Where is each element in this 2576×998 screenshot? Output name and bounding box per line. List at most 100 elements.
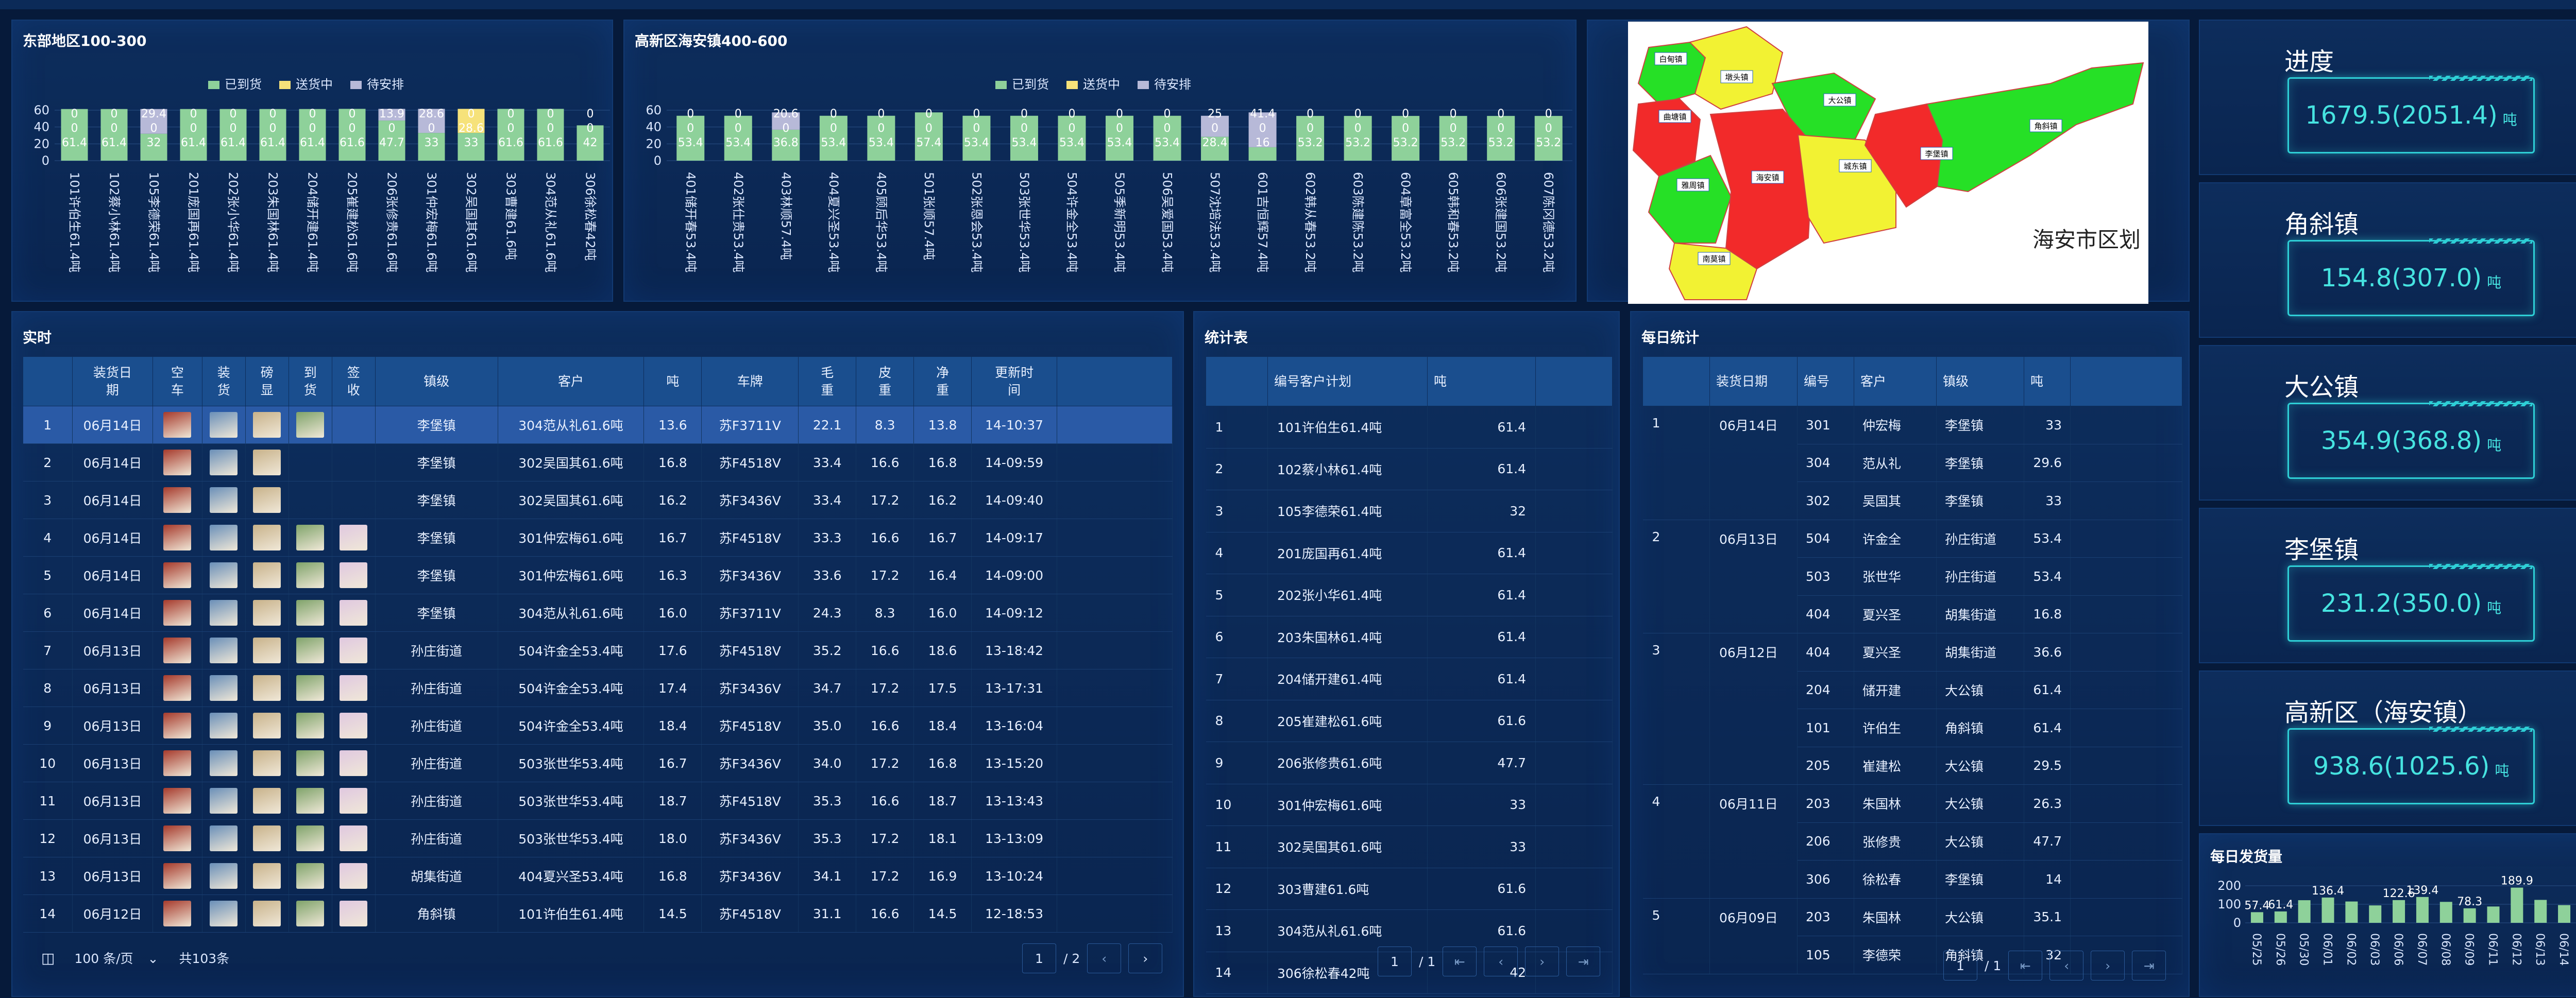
table-row[interactable]: 10 301仲宏梅61.6吨 33 [1206, 784, 1613, 826]
photo-cell[interactable] [332, 669, 376, 707]
column-header[interactable]: 到 货 [288, 356, 332, 406]
photo-cell[interactable] [245, 707, 289, 745]
photo-cell[interactable] [245, 669, 289, 707]
photo-thumbnail[interactable] [163, 412, 192, 438]
photo-thumbnail[interactable] [296, 901, 325, 926]
table-row[interactable]: 2 06月13日 504 许金全 孙庄街道 53.4 [1642, 520, 2182, 633]
photo-cell[interactable] [245, 857, 289, 895]
table-row[interactable]: 205 崔建松 大公镇 29.5 [1643, 747, 2182, 785]
column-setting-icon[interactable]: ◫ [41, 949, 55, 967]
last-page-button[interactable]: ⇥ [2132, 951, 2166, 980]
photo-thumbnail[interactable] [340, 901, 368, 926]
table-row[interactable]: 2 06月14日 李堡镇 302吴国其61.6吨 16.8 苏F4518V 33.4 16.6… [23, 443, 1173, 481]
legend-pending[interactable]: 待安排 [1138, 74, 1191, 92]
table-row[interactable]: 5 06月09日 203 朱国林 大公镇 35.1 [1642, 898, 2182, 974]
next-page-button[interactable]: › [1525, 947, 1560, 976]
photo-cell[interactable] [202, 669, 246, 707]
photo-cell[interactable] [289, 857, 332, 895]
table-row[interactable]: 306 徐松春 李堡镇 14 [1643, 860, 2182, 899]
photo-thumbnail[interactable] [340, 562, 368, 588]
daily-ship-bar[interactable] [2250, 912, 2263, 923]
column-header[interactable]: 毛 重 [798, 356, 857, 406]
daily-ship-bar[interactable] [2369, 905, 2382, 923]
table-row[interactable]: 105 李德荣 角斜镇 32 [1643, 936, 2182, 974]
table-row[interactable]: 6 203朱国林61.4吨 61.4 [1206, 616, 1613, 658]
photo-thumbnail[interactable] [296, 788, 325, 814]
hightech-bar[interactable] [1392, 116, 1420, 161]
photo-thumbnail[interactable] [210, 638, 238, 663]
photo-cell[interactable] [202, 819, 246, 857]
east-bar[interactable] [418, 133, 445, 161]
east-bar[interactable] [299, 109, 326, 161]
hightech-bar[interactable] [724, 115, 752, 161]
photo-cell[interactable] [289, 594, 332, 632]
column-header[interactable]: 空 车 [152, 356, 202, 406]
daily-ship-bar[interactable] [2345, 901, 2358, 923]
daily-ship-bar[interactable] [2558, 905, 2571, 923]
photo-thumbnail[interactable] [296, 675, 325, 701]
photo-cell[interactable] [332, 631, 376, 669]
photo-thumbnail[interactable] [296, 638, 325, 663]
east-bar[interactable] [378, 109, 405, 121]
photo-cell[interactable] [202, 443, 246, 481]
map-region-baidian[interactable] [1637, 41, 1706, 105]
hightech-bar[interactable] [914, 112, 943, 161]
photo-cell[interactable] [332, 556, 376, 594]
photo-thumbnail[interactable] [210, 825, 238, 851]
photo-cell[interactable] [245, 443, 289, 481]
page-input[interactable]: 1 [1022, 943, 1056, 973]
east-bar[interactable] [537, 109, 564, 161]
table-row[interactable]: 2 102蔡小林61.4吨 61.4 [1206, 448, 1613, 490]
column-header[interactable]: 更新时 间 [971, 356, 1058, 406]
table-row[interactable]: 404 夏兴圣 胡集街道 16.8 [1643, 595, 2182, 633]
photo-thumbnail[interactable] [210, 600, 238, 626]
hightech-bar[interactable] [1439, 116, 1467, 161]
hightech-bar[interactable] [1296, 116, 1325, 161]
photo-cell[interactable] [202, 594, 246, 632]
table-row[interactable]: 11 302吴国其61.6吨 33 [1206, 825, 1613, 868]
photo-thumbnail[interactable] [210, 750, 238, 776]
last-page-button[interactable]: ⇥ [1566, 947, 1601, 976]
photo-cell[interactable] [245, 481, 289, 519]
hightech-bar[interactable] [819, 115, 848, 161]
column-header[interactable]: 吨 [643, 356, 702, 406]
photo-thumbnail[interactable] [253, 525, 281, 550]
east-bar[interactable] [140, 109, 167, 134]
photo-cell[interactable] [152, 631, 202, 669]
column-header[interactable]: 吨 [2024, 356, 2071, 406]
photo-cell[interactable] [289, 556, 332, 594]
column-header[interactable]: 签 收 [331, 356, 376, 406]
photo-cell[interactable] [152, 556, 202, 594]
photo-thumbnail[interactable] [253, 675, 281, 701]
photo-thumbnail[interactable] [253, 713, 281, 738]
column-header[interactable]: 装 货 [201, 356, 246, 406]
prev-page-button[interactable]: ‹ [2049, 951, 2084, 980]
photo-thumbnail[interactable] [296, 825, 325, 851]
photo-thumbnail[interactable] [296, 412, 325, 438]
photo-thumbnail[interactable] [163, 450, 192, 475]
photo-cell[interactable] [245, 556, 289, 594]
hightech-bar[interactable] [1201, 136, 1229, 161]
photo-cell[interactable] [245, 819, 289, 857]
column-header[interactable]: 镇级 [1936, 356, 2024, 406]
photo-thumbnail[interactable] [253, 788, 281, 814]
photo-cell[interactable] [289, 481, 332, 519]
table-row[interactable]: 3 06月14日 李堡镇 302吴国其61.6吨 16.2 苏F3436V 33.4 17.2… [23, 481, 1173, 519]
daily-ship-bar[interactable] [2511, 887, 2523, 923]
east-bar[interactable] [259, 109, 286, 161]
photo-cell[interactable] [289, 443, 332, 481]
page-input[interactable]: 1 [1378, 947, 1412, 976]
column-header[interactable]: 皮 重 [856, 356, 914, 406]
first-page-button[interactable]: ⇤ [2008, 951, 2043, 980]
photo-thumbnail[interactable] [163, 750, 192, 776]
hightech-bar[interactable] [676, 115, 705, 161]
hightech-bar[interactable] [1106, 115, 1133, 161]
photo-thumbnail[interactable] [340, 825, 368, 851]
prev-page-button[interactable]: ‹ [1484, 947, 1518, 976]
table-row[interactable]: 3 105李德荣61.4吨 32 [1206, 490, 1613, 532]
table-row[interactable]: 12 06月13日 孙庄街道 503张世华53.4吨 18.0 苏F3436V 35.3 17… [23, 819, 1173, 857]
next-page-button[interactable]: › [1128, 943, 1163, 973]
photo-thumbnail[interactable] [340, 600, 368, 626]
column-header[interactable]: 净 重 [913, 356, 972, 406]
photo-thumbnail[interactable] [253, 638, 281, 663]
